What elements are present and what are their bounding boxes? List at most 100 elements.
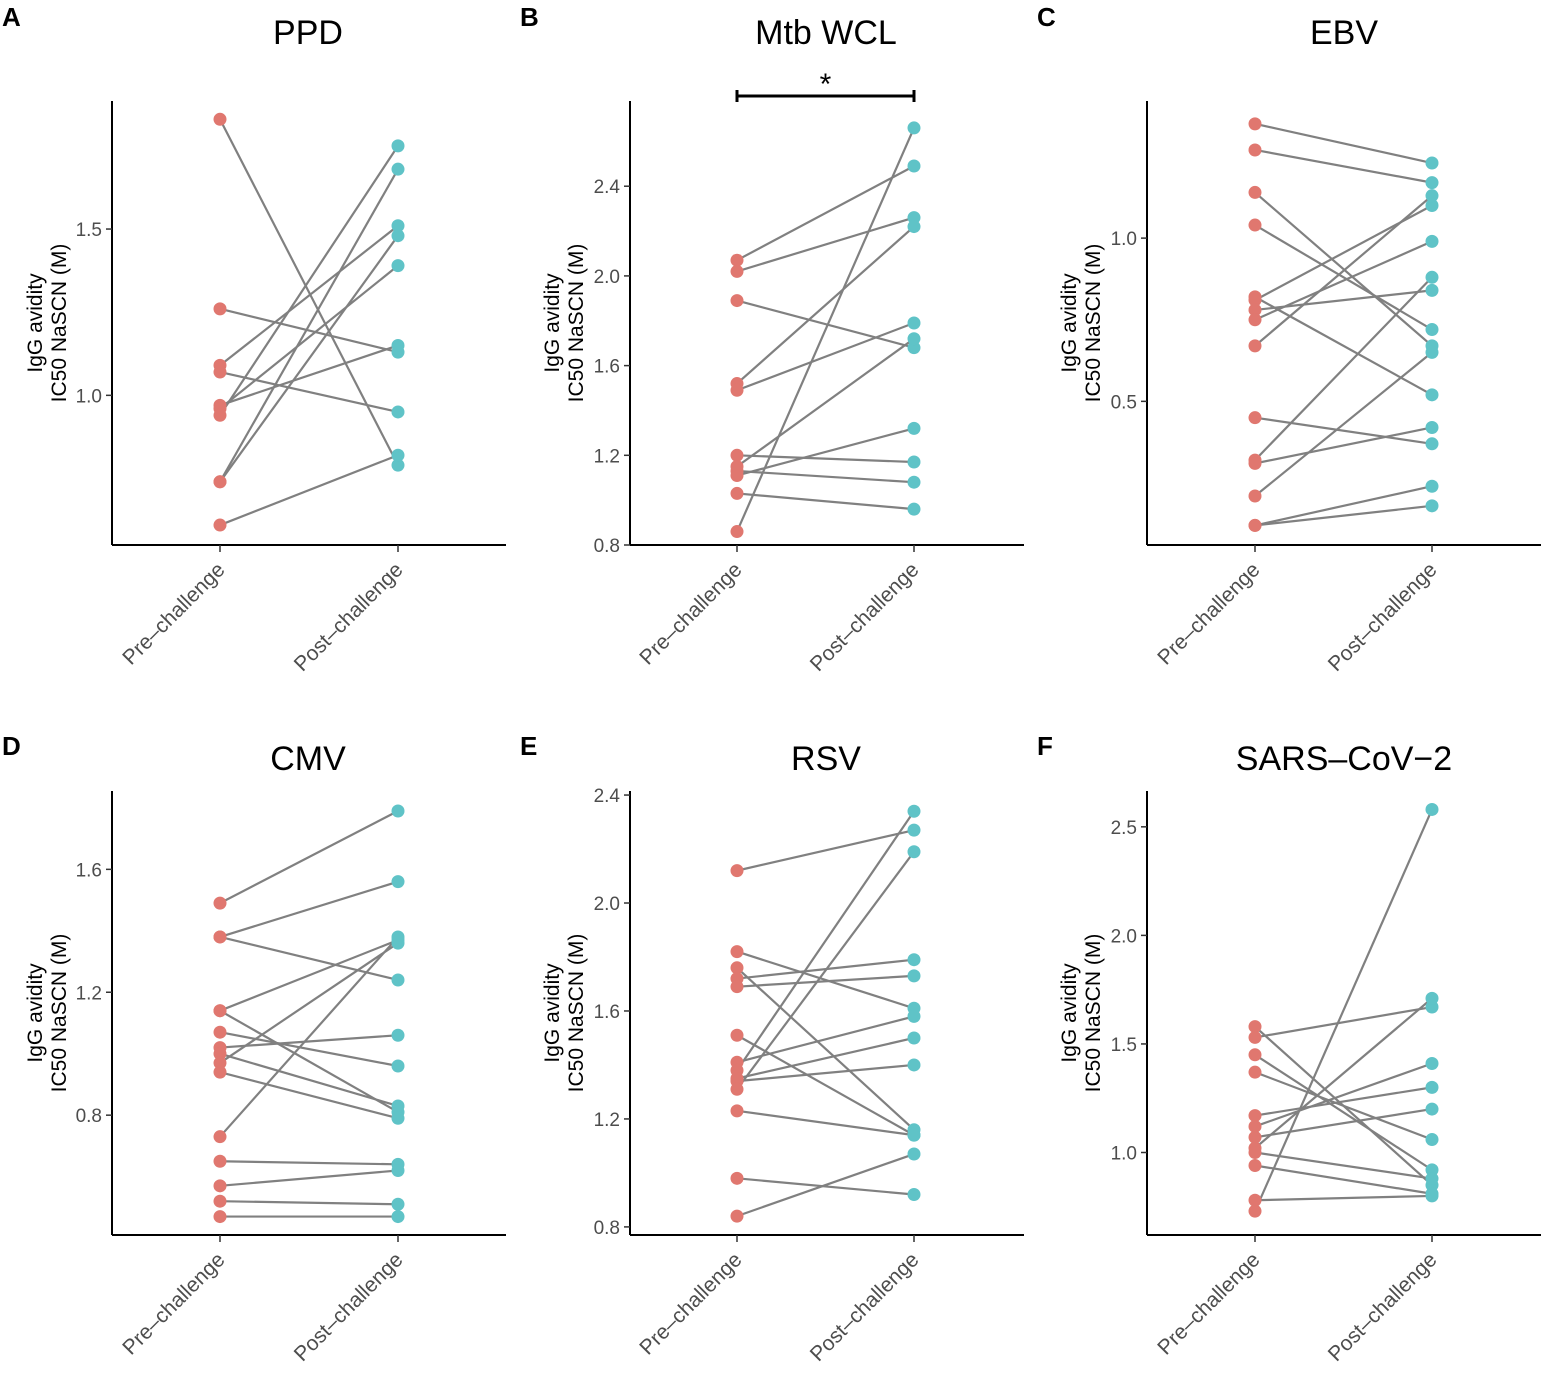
pair-line [219, 1034, 399, 1049]
post-challenge-point [391, 1028, 405, 1042]
pair-line [736, 492, 915, 511]
pre-challenge-point [1248, 339, 1262, 353]
post-challenge-point [1425, 479, 1439, 493]
panel-a: A PPD IgG avidity IC50 NaSCN (M) 1.0 1.5 Pre–c… [2, 2, 506, 676]
pre-challenge-point [730, 864, 744, 878]
x-tick-label: Pre–challenge [1153, 558, 1264, 669]
post-challenge-point [907, 475, 921, 489]
post-challenge-point [907, 341, 921, 355]
post-challenge-point [907, 1188, 921, 1202]
post-challenge-point [391, 139, 405, 153]
post-challenge-point [391, 259, 405, 273]
y-tick-label: 1.6 [594, 1002, 620, 1023]
y-axis-title: IgG avidity [24, 963, 47, 1063]
panel-letter: A [2, 2, 21, 32]
pair-line [219, 1009, 399, 1114]
y-tick-label: 0.5 [1111, 392, 1137, 413]
post-challenge-point [907, 1147, 921, 1161]
pre-challenge-point [730, 525, 744, 539]
pair-line [736, 950, 915, 1010]
pair-line [1253, 809, 1434, 1212]
post-challenge-point [1425, 198, 1439, 212]
y-axis-title: IC50 NaSCN (M) [1082, 934, 1105, 1093]
post-challenge-point [1425, 345, 1439, 359]
pair-line [219, 1200, 399, 1206]
y-axis-title: IC50 NaSCN (M) [48, 244, 71, 403]
pair-line [219, 224, 399, 367]
x-tick-label: Post–challenge [1324, 1248, 1442, 1366]
pre-challenge-point [213, 930, 227, 944]
y-axis-title: IC50 NaSCN (M) [565, 934, 588, 1093]
post-challenge-point [1425, 388, 1439, 402]
panel-title: RSV [791, 740, 861, 778]
pair-line [735, 127, 916, 532]
y-axis-title: IC50 NaSCN (M) [48, 934, 71, 1093]
post-challenge-point [1425, 189, 1439, 203]
post-challenge-point [1425, 323, 1439, 337]
pair-line [736, 299, 915, 349]
pair-line [219, 168, 399, 483]
pair-line [219, 939, 399, 1012]
pre-challenge-point [730, 468, 744, 482]
panel-c: C EBV IgG avidity IC50 NaSCN (M) 0.5 1.0 Pre–c… [1037, 2, 1541, 676]
post-challenge-point [1425, 1132, 1439, 1146]
pre-challenge-point [1248, 303, 1262, 317]
post-challenge-point [907, 121, 921, 135]
y-axis-title: IgG avidity [541, 963, 564, 1063]
post-challenge-point [391, 804, 405, 818]
x-tick-label: Post–challenge [806, 558, 924, 676]
post-challenge-point [391, 1163, 405, 1177]
pre-challenge-point [213, 1179, 227, 1193]
pre-challenge-point [730, 1082, 744, 1096]
pair-line [219, 942, 399, 1064]
pair-line [736, 337, 915, 468]
y-tick-label: 2.0 [594, 267, 620, 288]
pair-line [736, 1036, 915, 1080]
pre-challenge-point [213, 302, 227, 316]
pair-line [736, 851, 915, 1090]
post-challenge-point [391, 219, 405, 233]
pair-line [1254, 191, 1433, 347]
pre-challenge-point [213, 1056, 227, 1070]
pair-line [1254, 1071, 1433, 1141]
pair-line [219, 118, 399, 466]
pre-challenge-point [213, 1047, 227, 1061]
pre-challenge-point [213, 518, 227, 532]
y-tick-label: 2.4 [594, 177, 621, 198]
pre-challenge-point [1248, 1204, 1262, 1218]
pre-challenge-point [730, 945, 744, 959]
pre-challenge-point [1248, 218, 1262, 232]
pre-challenge-point [213, 1210, 227, 1224]
pre-challenge-point [730, 448, 744, 462]
pre-challenge-point [213, 1065, 227, 1079]
post-challenge-point [391, 458, 405, 472]
post-challenge-point [1425, 802, 1439, 816]
pair-line [736, 1015, 915, 1064]
panel-letter: F [1037, 731, 1053, 761]
post-challenge-point [907, 845, 921, 859]
pre-challenge-point [213, 475, 227, 489]
pre-challenge-point [730, 383, 744, 397]
pre-challenge-point [730, 264, 744, 278]
post-challenge-point [1425, 420, 1439, 434]
pre-challenge-point [213, 365, 227, 379]
pair-line [1254, 1053, 1433, 1171]
panel-d: D CMV IgG avidity IC50 NaSCN (M)0.8 1.2 1.6 Pr… [2, 731, 506, 1366]
post-challenge-point [391, 930, 405, 944]
post-challenge-point [1425, 176, 1439, 190]
post-challenge-point [391, 1099, 405, 1113]
post-challenge-point [907, 502, 921, 516]
y-tick-label: 1.0 [76, 386, 102, 407]
pair-line [736, 427, 915, 477]
pre-challenge-point [730, 294, 744, 308]
pair-line [219, 307, 399, 354]
significance-label: * [820, 68, 832, 101]
pre-challenge-point [1248, 1119, 1262, 1133]
pair-line [736, 1177, 915, 1196]
panel-title: CMV [270, 740, 346, 778]
pair-line [219, 1160, 399, 1166]
x-tick-label: Pre–challenge [118, 558, 229, 669]
post-challenge-point [907, 159, 921, 173]
panel-e: E RSV IgG avidity IC50 NaSCN (M) 0.8 1.2 1.6 2.… [520, 731, 1024, 1366]
y-tick-label: 1.0 [1111, 1143, 1137, 1164]
